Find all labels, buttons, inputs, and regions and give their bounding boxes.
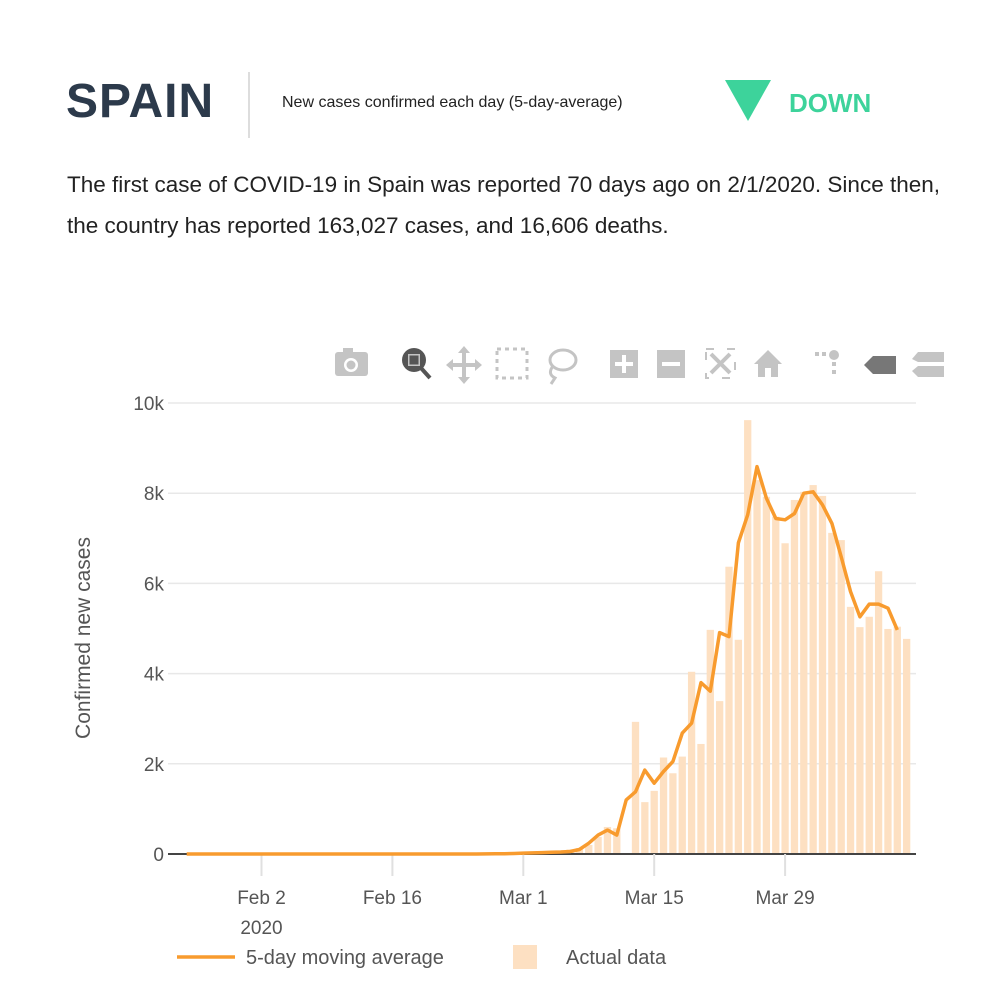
autoscale-icon[interactable] <box>705 348 736 379</box>
bar[interactable] <box>903 638 911 854</box>
box-select-icon[interactable] <box>495 347 529 380</box>
bar[interactable] <box>594 836 602 854</box>
x-tick-label: Mar 1 <box>499 888 548 909</box>
x-tick-label: Feb 16 <box>363 888 422 909</box>
bar[interactable] <box>856 627 864 854</box>
bar[interactable] <box>585 844 593 854</box>
bar[interactable] <box>884 628 892 854</box>
bar[interactable] <box>874 571 883 854</box>
bar[interactable] <box>613 828 621 854</box>
bar[interactable] <box>818 495 827 854</box>
bar[interactable] <box>678 756 686 854</box>
bar[interactable] <box>641 802 649 854</box>
x-tick-label: Feb 2 <box>237 888 286 909</box>
hover-compare-icon[interactable] <box>912 352 944 377</box>
y-tick-label: 2k <box>144 755 165 776</box>
x-tick-year-label: 2020 <box>240 918 282 939</box>
bar[interactable] <box>687 671 696 854</box>
lasso-select-icon[interactable] <box>548 348 578 385</box>
bar[interactable] <box>650 790 658 854</box>
country-title: SPAIN <box>66 75 215 128</box>
legend-label-actual: Actual data <box>566 947 667 969</box>
legend-bar-swatch <box>513 945 537 969</box>
bar[interactable] <box>800 491 808 854</box>
zoom-icon[interactable] <box>402 348 432 380</box>
bar[interactable] <box>762 496 771 854</box>
zoom-out-icon[interactable] <box>657 350 685 378</box>
bar[interactable] <box>669 773 677 854</box>
y-tick-label: 0 <box>153 845 164 866</box>
moving-average-line <box>186 464 899 856</box>
chart-subtitle: New cases confirmed each day (5-day-aver… <box>282 94 623 111</box>
actual-data-bars <box>248 420 911 854</box>
y-axis-ticks: 0 2k 4k 6k 8k 10k <box>133 394 164 866</box>
pan-icon[interactable] <box>446 346 482 384</box>
legend: 5-day moving average Actual data <box>177 945 667 969</box>
y-tick-label: 8k <box>144 484 165 505</box>
bar[interactable] <box>753 480 761 854</box>
bar[interactable] <box>725 566 733 854</box>
legend-item-actual[interactable]: Actual data <box>513 945 667 969</box>
camera-icon[interactable] <box>335 348 368 376</box>
spike-lines-icon[interactable] <box>815 350 839 374</box>
bar[interactable] <box>716 701 724 854</box>
x-tick-label: Mar 15 <box>625 888 684 909</box>
trend-down-icon <box>725 80 771 121</box>
bar[interactable] <box>828 532 836 854</box>
bar[interactable] <box>603 826 612 854</box>
bar[interactable] <box>697 743 705 854</box>
y-tick-label: 4k <box>144 665 165 686</box>
modebar <box>335 346 944 385</box>
bar[interactable] <box>865 616 873 854</box>
trend-label: DOWN <box>789 88 872 118</box>
summary-text: The first case of COVID-19 in Spain was … <box>67 172 941 238</box>
bar[interactable] <box>744 420 752 854</box>
reset-axes-icon[interactable] <box>754 350 782 377</box>
x-axis-ticks: Feb 2 Feb 16 Mar 1 Mar 15 Mar 29 2020 <box>237 854 815 939</box>
bar[interactable] <box>781 543 789 854</box>
bar[interactable] <box>809 485 817 854</box>
x-tick-label: Mar 29 <box>756 888 815 909</box>
hover-closest-icon[interactable] <box>864 356 896 374</box>
legend-item-moving-average[interactable]: 5-day moving average <box>177 947 444 969</box>
bar[interactable] <box>790 499 799 854</box>
legend-label-average: 5-day moving average <box>246 947 444 969</box>
bar[interactable] <box>706 629 714 854</box>
bar[interactable] <box>837 540 845 854</box>
bar[interactable] <box>734 639 742 854</box>
header-divider <box>248 72 250 138</box>
y-axis-label: Confirmed new cases <box>72 537 95 739</box>
bar[interactable] <box>893 626 901 854</box>
bar[interactable] <box>772 516 780 854</box>
y-tick-label: 10k <box>133 394 164 415</box>
bar[interactable] <box>846 606 855 854</box>
y-tick-label: 6k <box>144 574 165 595</box>
zoom-in-icon[interactable] <box>610 350 638 378</box>
bar[interactable] <box>659 757 668 854</box>
